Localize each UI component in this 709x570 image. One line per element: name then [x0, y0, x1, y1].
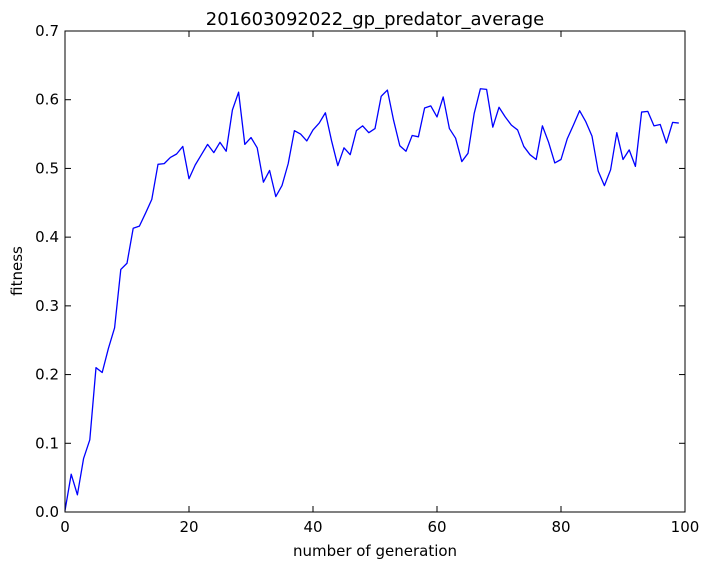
y-tick-label: 0.3: [35, 297, 59, 315]
y-tick-label: 0.6: [35, 91, 59, 109]
x-axis-label: number of generation: [293, 542, 457, 560]
axis-ticks: 0 20 40 60 80 100 0.0 0.1 0.2 0.3 0.4 0.5 0.6 0.7: [35, 22, 699, 536]
x-tick-label: 40: [303, 518, 322, 536]
x-tick-label: 100: [671, 518, 700, 536]
y-axis-label: fitness: [8, 246, 26, 296]
series-group: [64, 88, 679, 511]
x-tick-label: 20: [179, 518, 198, 536]
x-tick-label: 60: [427, 518, 446, 536]
x-tick-label: 80: [551, 518, 570, 536]
plot-frame: [64, 30, 686, 513]
y-tick-label: 0.5: [35, 159, 59, 177]
series-line: [64, 88, 679, 511]
y-tick-label: 0.2: [35, 366, 59, 384]
x-tick-label: 0: [60, 518, 70, 536]
y-tick-label: 0.7: [35, 22, 59, 40]
y-tick-label: 0.1: [35, 434, 59, 452]
y-tick-label: 0.4: [35, 228, 59, 246]
y-tick-label: 0.0: [35, 503, 59, 521]
chart-title: 201603092022_gp_predator_average: [206, 9, 544, 30]
